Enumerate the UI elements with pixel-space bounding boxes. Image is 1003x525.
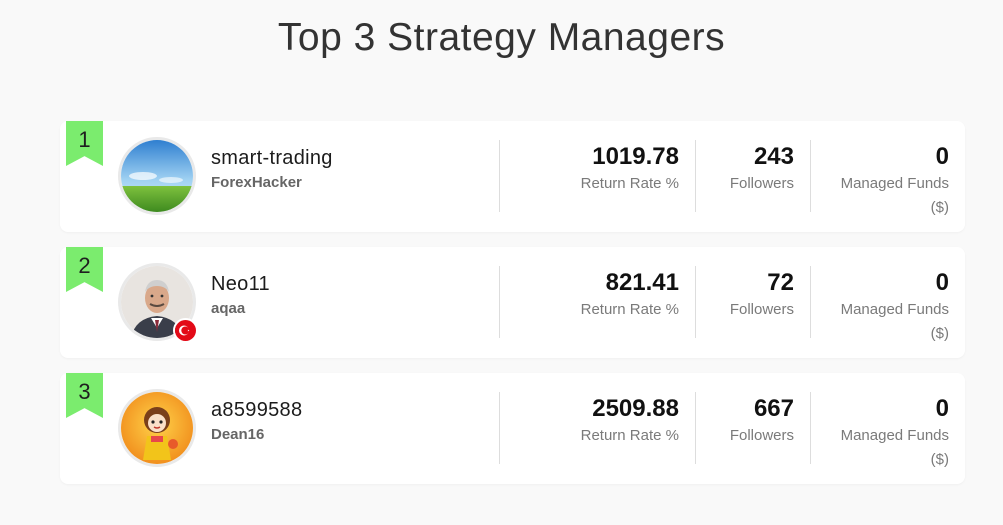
rank-ribbon: 1 (66, 121, 103, 166)
managed-funds-stat: 0 Managed Funds ($) (829, 394, 949, 472)
manager-subname: ForexHacker (211, 174, 302, 191)
man-portrait-avatar-icon[interactable] (118, 263, 196, 341)
manager-name[interactable]: Neo11 (211, 273, 270, 295)
followers-label: Followers (729, 427, 794, 444)
divider (810, 266, 811, 338)
divider (499, 392, 500, 464)
managed-funds-value: 0 (935, 269, 949, 296)
managed-funds-label: Managed Funds ($) (840, 301, 949, 342)
manager-card[interactable]: 2 (60, 247, 965, 358)
divider (695, 266, 696, 338)
return-rate-stat: 2509.88 Return Rate % (519, 394, 679, 448)
divider (810, 140, 811, 212)
manager-subname: aqaa (211, 300, 246, 317)
rank-ribbon: 2 (66, 247, 103, 292)
page-title: Top 3 Strategy Managers (277, 16, 726, 59)
return-rate-stat: 1019.78 Return Rate % (519, 142, 679, 196)
return-rate-value: 1019.78 (592, 143, 679, 170)
manager-name[interactable]: smart-trading (211, 147, 333, 169)
managed-funds-stat: 0 Managed Funds ($) (829, 268, 949, 346)
followers-value: 243 (753, 143, 794, 170)
followers-stat: 72 Followers (694, 268, 794, 322)
followers-stat: 243 Followers (694, 142, 794, 196)
divider (695, 392, 696, 464)
manager-list: 1 (60, 121, 965, 499)
followers-value: 72 (767, 269, 794, 296)
return-rate-value: 821.41 (605, 269, 679, 296)
cartoon-girl-avatar-icon[interactable] (118, 389, 196, 467)
return-rate-value: 2509.88 (592, 395, 679, 422)
manager-card[interactable]: 3 (60, 373, 965, 484)
followers-stat: 667 Followers (694, 394, 794, 448)
manager-card[interactable]: 1 (60, 121, 965, 232)
managed-funds-stat: 0 Managed Funds ($) (829, 142, 949, 220)
followers-label: Followers (729, 301, 794, 318)
followers-label: Followers (729, 175, 794, 192)
managed-funds-label: Managed Funds ($) (840, 175, 949, 216)
manager-subname: Dean16 (211, 426, 265, 443)
return-rate-stat: 821.41 Return Rate % (519, 268, 679, 322)
divider (695, 140, 696, 212)
managed-funds-label: Managed Funds ($) (840, 427, 949, 468)
divider (499, 140, 500, 212)
divider (499, 266, 500, 338)
manager-name[interactable]: a8599588 (211, 399, 303, 421)
landscape-avatar-icon[interactable] (118, 137, 196, 215)
managed-funds-value: 0 (935, 143, 949, 170)
return-rate-label: Return Rate % (580, 175, 679, 192)
managed-funds-value: 0 (935, 395, 949, 422)
return-rate-label: Return Rate % (580, 427, 679, 444)
turkey-flag-icon (173, 318, 198, 343)
divider (810, 392, 811, 464)
followers-value: 667 (753, 395, 794, 422)
rank-ribbon: 3 (66, 373, 103, 418)
return-rate-label: Return Rate % (580, 301, 679, 318)
